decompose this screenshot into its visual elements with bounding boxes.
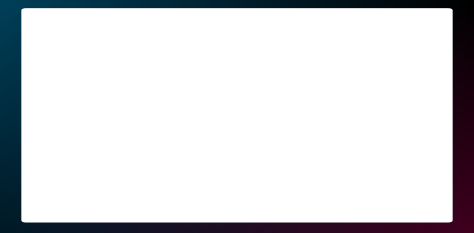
FancyBboxPatch shape <box>190 147 296 188</box>
FancyBboxPatch shape <box>71 147 177 188</box>
FancyBboxPatch shape <box>161 73 325 114</box>
Text: Anomaly detection methods: Anomaly detection methods <box>160 89 326 99</box>
Text: Types of anomalies: Types of anomalies <box>171 38 315 51</box>
Text: Semi-supervised: Semi-supervised <box>313 162 411 172</box>
FancyBboxPatch shape <box>307 147 418 188</box>
Text: Unsupervised: Unsupervised <box>203 162 283 172</box>
Text: Supervised: Supervised <box>91 162 156 172</box>
